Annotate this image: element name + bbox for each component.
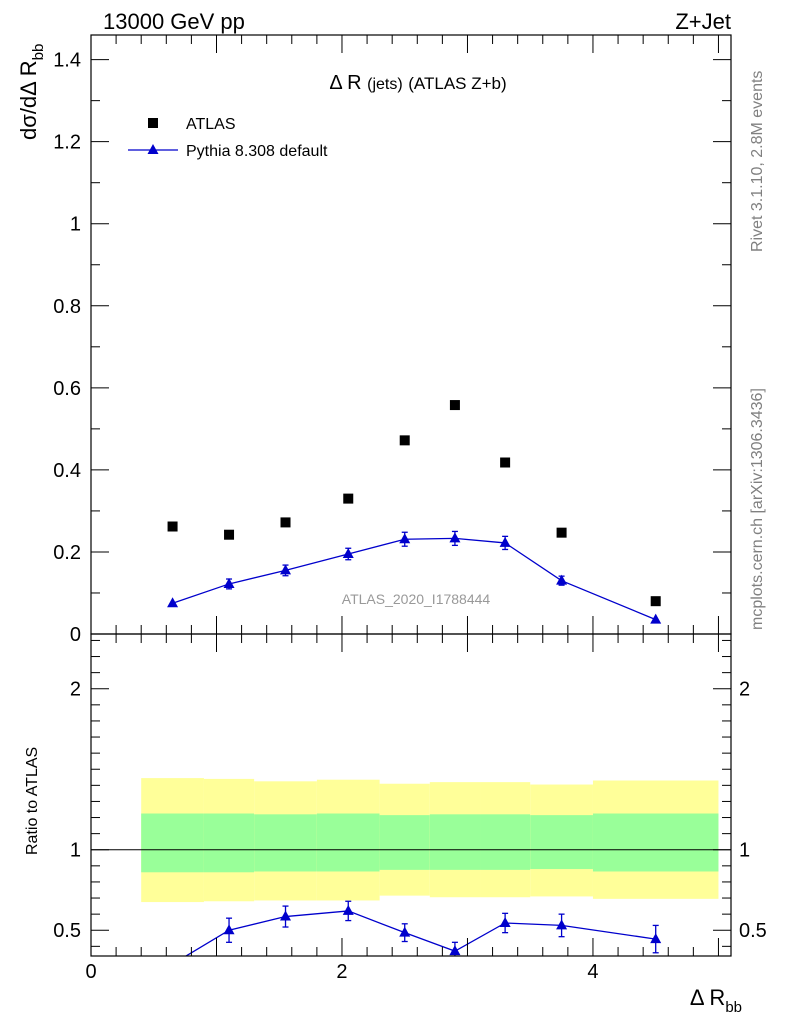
- mcplots-reference-label: mcplots.cern.ch [arXiv:1306.3436]: [749, 388, 766, 630]
- main-y-tick-label-zero: 0: [70, 624, 81, 646]
- ratio-axis-ticks: [91, 634, 731, 956]
- ratio-y-tick-label-left: 1: [70, 840, 81, 862]
- ratio-y-axis-label: Ratio to ATLAS: [24, 747, 41, 855]
- ratio-data-layer: [167, 900, 662, 968]
- ratio-data-point: [449, 945, 461, 956]
- legend-marker-pythia: [147, 144, 159, 154]
- process-label: Z+Jet: [675, 9, 731, 34]
- ratio-plot-frame: [90, 633, 732, 957]
- legend-marker-atlas: [148, 118, 158, 128]
- main-data-layer: [167, 400, 662, 624]
- ratio-x-axis-label: Δ Rbb: [690, 985, 742, 1016]
- atlas-data-point: [650, 596, 661, 607]
- analysis-tag: ATLAS_2020_I1788444: [342, 591, 491, 607]
- ratio-x-tick-label: 4: [587, 961, 598, 983]
- ratio-x-tick-label: 0: [85, 961, 96, 983]
- main-y-tick-label: 1.2: [53, 132, 81, 154]
- main-y-tick-label: 0.2: [53, 542, 81, 564]
- ratio-data-point: [650, 933, 662, 944]
- ratio-y-tick-labels: 0.5 0.5 1 1 2 2: [53, 679, 767, 943]
- ratio-stat-uncertainty-band: [254, 814, 317, 872]
- ratio-panel: 0.5 0.5 1 1 2 2 0 2 4 Ratio to ATLAS Δ Rbb: [24, 633, 767, 1016]
- rivet-version-label: Rivet 3.1.10, 2.8M events: [749, 71, 766, 252]
- ratio-x-tick-labels: 0 2 4: [85, 961, 598, 983]
- main-y-tick-label: 1.4: [53, 50, 81, 72]
- ratio-stat-uncertainty-band: [379, 815, 430, 870]
- main-y-tick-label: 1: [70, 214, 81, 236]
- ratio-stat-uncertainty-band: [316, 813, 380, 872]
- atlas-data-point: [167, 521, 178, 532]
- atlas-data-point: [224, 529, 235, 540]
- ratio-data-point: [499, 916, 511, 927]
- ratio-y-tick-label-left: 0.5: [53, 920, 81, 942]
- legend: ATLAS Pythia 8.308 default: [128, 116, 328, 160]
- pythia-data-point: [399, 533, 411, 544]
- ratio-stat-uncertainty-band: [592, 813, 719, 872]
- pythia-data-point: [342, 547, 354, 558]
- legend-label-atlas: ATLAS: [186, 116, 236, 133]
- pythia-data-point: [499, 536, 511, 547]
- ratio-series-group: [167, 900, 662, 968]
- ratio-y-tick-label-right: 2: [739, 679, 750, 701]
- pythia-curve: [172, 537, 656, 621]
- atlas-data-point: [280, 517, 291, 528]
- pythia-data-point: [167, 597, 179, 608]
- atlas-data-point: [449, 400, 460, 411]
- ratio-y-tick-label-left: 2: [70, 679, 81, 701]
- main-y-tick-label: 0.8: [53, 296, 81, 318]
- atlas-data-point: [500, 457, 511, 468]
- pythia-data-point: [280, 564, 292, 575]
- ratio-data-point: [342, 904, 354, 915]
- atlas-data-point: [399, 435, 410, 446]
- pythia-data-point: [650, 613, 662, 624]
- main-panel: 0.2 0.4 0.6 0.8 1 1.2 1.4 0 Δ R (jets) (ATLAS Z…: [16, 34, 732, 646]
- main-y-tick-labels: 0.2 0.4 0.6 0.8 1 1.2 1.4 0: [53, 50, 81, 646]
- ratio-data-point: [399, 926, 411, 937]
- main-y-tick-label: 0.4: [53, 460, 81, 482]
- ratio-data-point: [223, 924, 235, 935]
- ratio-uncertainty-bands: [141, 778, 719, 903]
- ratio-data-point: [556, 919, 568, 930]
- main-axis-ticks: [91, 35, 731, 634]
- main-y-axis-label: dσ/dΔ Rbb: [16, 44, 47, 140]
- pythia-data-point: [449, 532, 461, 543]
- ratio-data-point: [167, 958, 178, 968]
- ratio-y-tick-label-right: 0.5: [739, 920, 767, 942]
- pythia-data-point: [556, 574, 568, 585]
- pythia-data-point: [223, 577, 235, 588]
- atlas-data-point: [556, 527, 567, 538]
- ratio-data-point: [280, 910, 292, 921]
- legend-label-pythia: Pythia 8.308 default: [186, 143, 328, 160]
- ratio-stat-uncertainty-band: [530, 815, 593, 870]
- main-plot-title: Δ R (jets) (ATLAS Z+b): [329, 72, 506, 94]
- ratio-stat-uncertainty-band: [480, 814, 531, 870]
- ratio-stat-uncertainty-band: [141, 813, 204, 873]
- main-y-tick-label: 0.6: [53, 378, 81, 400]
- ratio-y-tick-label-right: 1: [739, 840, 750, 862]
- ratio-stat-uncertainty-band: [203, 813, 255, 873]
- atlas-data-point: [343, 493, 354, 504]
- energy-label: 13000 GeV pp: [103, 9, 245, 34]
- ratio-stat-uncertainty-band: [429, 814, 481, 870]
- ratio-x-tick-label: 2: [336, 961, 347, 983]
